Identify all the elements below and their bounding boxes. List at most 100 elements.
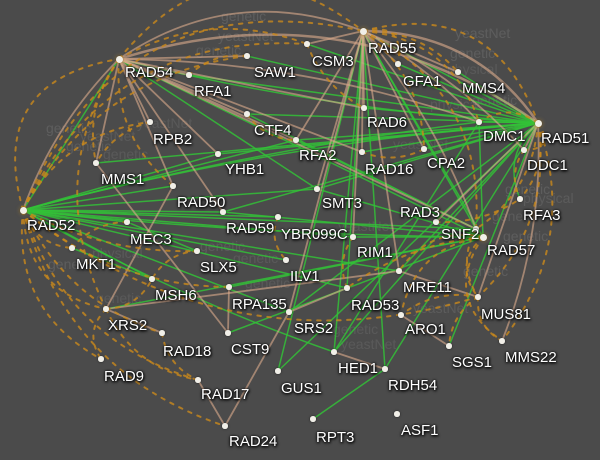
edge-RAD18-RAD17	[161, 332, 199, 381]
node-MUS81[interactable]	[475, 294, 481, 300]
node-MMS22[interactable]	[499, 338, 505, 344]
node-ARO1[interactable]	[398, 312, 404, 318]
node-RAD55[interactable]	[359, 27, 367, 35]
node-RAD50[interactable]	[170, 183, 176, 189]
node-MMS4[interactable]	[455, 69, 461, 75]
edge-RAD51-MMS22	[501, 122, 540, 342]
node-MRE11[interactable]	[396, 268, 402, 274]
edge-RAD52-DMC1	[22, 121, 480, 211]
edge-RAD51-RDH54	[384, 122, 539, 370]
edge-RAD55-CPA2	[362, 30, 425, 150]
edge-RAD51-MMS22	[501, 122, 554, 342]
node-RAD51[interactable]	[534, 119, 542, 127]
node-label-MSH6: MSH6	[155, 287, 197, 304]
node-MEC3[interactable]	[124, 219, 130, 225]
edge-RAD52-HED1	[22, 209, 335, 353]
node-label-RAD57: RAD57	[487, 242, 536, 259]
node-DMC1[interactable]	[476, 119, 482, 125]
node-RPT3[interactable]	[310, 416, 316, 422]
edge-RAD54-DMC1	[118, 58, 480, 123]
edge-RAD52-ILV1	[22, 209, 287, 261]
node-RAD59[interactable]	[220, 209, 226, 215]
node-label-DDC1: DDC1	[527, 157, 568, 174]
node-XRS2[interactable]	[103, 306, 109, 312]
node-RPA135[interactable]	[226, 284, 232, 290]
node-HED1[interactable]	[331, 349, 337, 355]
node-MMS1[interactable]	[93, 160, 99, 166]
node-RAD17[interactable]	[195, 377, 201, 383]
edge-RAD55-MRE11	[362, 30, 400, 272]
node-RAD6[interactable]	[361, 105, 367, 111]
node-ASF1[interactable]	[394, 411, 400, 417]
edge-RAD51-RAD59	[222, 122, 539, 213]
node-label-RAD55: RAD55	[368, 40, 417, 57]
node-RAD52[interactable]	[19, 206, 27, 214]
node-label-RPB2: RPB2	[153, 131, 193, 148]
node-label-RFA1: RFA1	[194, 83, 232, 100]
node-ILV1[interactable]	[283, 257, 289, 263]
node-SAW1[interactable]	[244, 53, 250, 59]
node-CTF4[interactable]	[244, 111, 250, 117]
node-label-MRE11: MRE11	[403, 279, 452, 296]
node-SRS2[interactable]	[286, 309, 292, 315]
edge-RAD16-CPA2	[361, 148, 425, 159]
edge-XRS2-MRE11	[105, 270, 400, 310]
node-RDH54[interactable]	[382, 366, 388, 372]
edge-RAD55-CPA2	[362, 30, 425, 150]
edge-MEC3-MKT1	[71, 221, 128, 249]
edge-RAD51-MUS81	[477, 122, 539, 298]
node-RAD3[interactable]	[433, 219, 439, 225]
edge-SAW1-RFA1	[188, 54, 248, 76]
edge-XRS2-RAD17	[105, 308, 199, 381]
edge-RAD55-MMS4	[362, 29, 459, 73]
edge-RAD52-RAD55	[22, 20, 364, 211]
node-YHB1[interactable]	[215, 151, 221, 157]
edge-RAD55-RIM1	[352, 30, 364, 238]
node-YBR099C[interactable]	[275, 214, 281, 220]
node-SMT3[interactable]	[314, 186, 320, 192]
node-label-RFA2: RFA2	[299, 147, 337, 164]
node-SNF2[interactable]	[473, 226, 479, 232]
edge-RAD52-XRS2	[22, 209, 107, 310]
edge-RAD52-MEC3	[22, 209, 128, 223]
node-CST9[interactable]	[225, 330, 231, 336]
node-RFA2[interactable]	[293, 137, 299, 143]
edge-RAD51-DDC1	[523, 122, 546, 151]
node-SGS1[interactable]	[446, 343, 452, 349]
node-MKT1[interactable]	[69, 245, 75, 251]
edge-RAD52-RAD50	[22, 185, 174, 211]
edge-RAD54-RAD51	[117, 33, 540, 125]
node-label-GUS1: GUS1	[281, 380, 322, 397]
node-RAD18[interactable]	[159, 330, 165, 336]
node-RAD57[interactable]	[479, 233, 487, 241]
node-RAD54[interactable]	[115, 55, 123, 63]
edge-RAD52-SMT3	[22, 188, 318, 211]
node-label-ILV1: ILV1	[290, 268, 320, 285]
node-RPB2[interactable]	[147, 119, 153, 125]
node-SLX5[interactable]	[194, 248, 200, 254]
node-label-RAD18: RAD18	[163, 343, 212, 360]
node-label-CSM3: CSM3	[312, 53, 354, 70]
edge-RAD54-RAD55	[118, 0, 364, 60]
edge-RIM1-RAD53	[341, 236, 354, 289]
edge-RAD3-RFA3	[435, 198, 521, 224]
node-CSM3[interactable]	[304, 41, 310, 47]
node-GFA1[interactable]	[395, 61, 401, 67]
edge-RDH54-RPT3	[312, 368, 386, 420]
node-RAD53[interactable]	[344, 285, 350, 291]
node-MSH6[interactable]	[149, 276, 155, 282]
node-DDC1[interactable]	[521, 147, 527, 153]
node-RFA1[interactable]	[186, 72, 192, 78]
node-RAD24[interactable]	[222, 423, 228, 429]
node-label-RAD24: RAD24	[229, 433, 278, 450]
node-RFA3[interactable]	[517, 196, 523, 202]
node-RAD16[interactable]	[359, 149, 365, 155]
node-RAD9[interactable]	[98, 356, 104, 362]
edge-RAD55-SNF2	[362, 30, 477, 230]
node-GUS1[interactable]	[275, 368, 281, 374]
node-CPA2[interactable]	[421, 146, 427, 152]
node-RIM1[interactable]	[350, 234, 356, 240]
node-label-RFA3: RFA3	[523, 207, 561, 224]
